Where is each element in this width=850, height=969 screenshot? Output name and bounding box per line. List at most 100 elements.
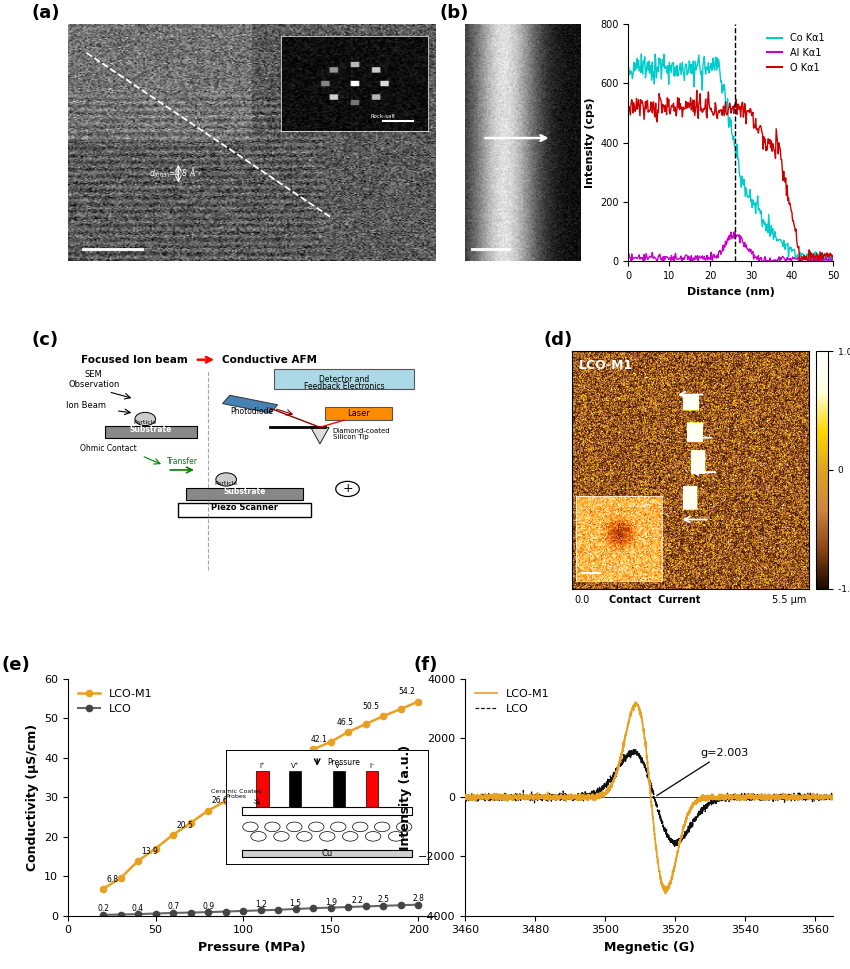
Bar	[178, 503, 311, 517]
Text: Detector and: Detector and	[319, 375, 369, 384]
Text: 6.8: 6.8	[106, 875, 118, 884]
LCO-M1	[98, 883, 108, 894]
LCO	[150, 908, 161, 920]
LCO-M1	[617, 747, 627, 759]
LCO	[168, 907, 178, 919]
LCO	[828, 788, 838, 799]
LCO	[220, 906, 230, 918]
LCO-M1	[601, 787, 611, 798]
LCO-M1	[343, 726, 354, 737]
Text: 5.5 μm: 5.5 μm	[772, 595, 807, 605]
Text: 0.9: 0.9	[202, 901, 214, 911]
LCO	[116, 909, 126, 921]
Line: LCO-M1: LCO-M1	[100, 699, 422, 891]
Text: (e): (e)	[2, 656, 31, 673]
Text: 0.4: 0.4	[132, 903, 144, 913]
Text: (d): (d)	[543, 331, 572, 349]
Bar	[185, 487, 303, 500]
LCO-M1	[781, 794, 791, 805]
LCO	[203, 906, 213, 918]
Circle shape	[135, 413, 156, 425]
LCO-M1	[291, 754, 301, 766]
Text: SEM: SEM	[85, 370, 103, 380]
X-axis label: Megnetic (G): Megnetic (G)	[604, 941, 694, 954]
Y-axis label: Intensity (cps): Intensity (cps)	[585, 98, 594, 188]
LCO-M1	[360, 718, 371, 730]
Text: Contact  Current: Contact Current	[609, 595, 700, 605]
Text: $d_{(003)}$=4.8 Å: $d_{(003)}$=4.8 Å	[149, 166, 196, 181]
LCO-M1	[631, 697, 641, 708]
LCO	[378, 900, 388, 912]
Bar	[105, 426, 196, 438]
Text: Silicon Tip: Silicon Tip	[333, 434, 368, 440]
LCO	[821, 793, 831, 804]
Bar	[274, 369, 414, 390]
LCO-M1	[256, 771, 266, 783]
Text: Piezo Scanner: Piezo Scanner	[211, 503, 278, 513]
Text: 0.2: 0.2	[97, 904, 109, 914]
LCO-M1	[828, 792, 838, 803]
LCO-M1	[133, 855, 143, 866]
LCO	[781, 793, 791, 804]
LCO-M1	[203, 805, 213, 817]
Text: 1.9: 1.9	[325, 897, 337, 907]
LCO	[343, 901, 354, 913]
LCO	[326, 902, 336, 914]
Text: 2.5: 2.5	[377, 895, 389, 904]
Text: (c): (c)	[31, 331, 59, 349]
Text: 37.3: 37.3	[275, 754, 292, 764]
Text: Observation: Observation	[68, 380, 120, 389]
Bar	[326, 407, 392, 421]
LCO-M1	[502, 790, 513, 801]
LCO	[617, 758, 627, 769]
X-axis label: Pressure (MPa): Pressure (MPa)	[198, 941, 306, 954]
Text: Conductive AFM: Conductive AFM	[223, 355, 317, 364]
Text: +: +	[343, 483, 353, 495]
Text: 20.5: 20.5	[177, 821, 194, 829]
Text: Ohmic Contact: Ohmic Contact	[80, 444, 137, 453]
Legend: Co Kα1, Al Kα1, O Kα1: Co Kα1, Al Kα1, O Kα1	[763, 29, 828, 77]
Text: Photodiode: Photodiode	[230, 407, 273, 417]
LCO-M1	[116, 872, 126, 884]
LCO-M1	[413, 696, 423, 707]
Text: (a): (a)	[31, 4, 60, 22]
LCO-M1	[150, 843, 161, 855]
Legend: LCO-M1, LCO: LCO-M1, LCO	[74, 684, 157, 719]
LCO	[185, 907, 196, 919]
Text: Substrate: Substrate	[129, 425, 172, 434]
Circle shape	[216, 473, 236, 486]
Text: Substrate: Substrate	[224, 486, 266, 496]
LCO	[98, 909, 108, 921]
LCO-M1	[220, 796, 230, 807]
Text: Focused Ion beam: Focused Ion beam	[81, 355, 188, 364]
Text: 26.6: 26.6	[212, 797, 229, 805]
Text: 13.9: 13.9	[142, 847, 158, 856]
Text: Feedback Electronics: Feedback Electronics	[303, 382, 384, 391]
LCO	[502, 791, 513, 802]
LCO-M1	[168, 828, 178, 840]
X-axis label: Distance (nm): Distance (nm)	[687, 287, 774, 297]
LCO	[133, 908, 143, 920]
LCO	[601, 777, 611, 789]
Legend: LCO-M1, LCO: LCO-M1, LCO	[471, 684, 554, 719]
Y-axis label: Conductivity (μS/cm): Conductivity (μS/cm)	[26, 724, 38, 871]
LCO	[670, 840, 680, 852]
Text: Ion Beam: Ion Beam	[66, 401, 106, 410]
LCO	[308, 902, 318, 914]
Text: 46.5: 46.5	[337, 718, 354, 727]
LCO-M1	[524, 791, 534, 802]
Text: (b): (b)	[440, 4, 469, 22]
LCO	[460, 790, 470, 801]
Text: 1.2: 1.2	[255, 900, 267, 910]
Polygon shape	[223, 395, 278, 413]
LCO	[524, 793, 534, 804]
LCO-M1	[326, 736, 336, 748]
Line: LCO: LCO	[465, 749, 833, 846]
Text: 0.0: 0.0	[574, 595, 589, 605]
LCO-M1	[460, 789, 470, 800]
Line: LCO-M1: LCO-M1	[465, 703, 833, 893]
LCO-M1	[660, 888, 671, 899]
Y-axis label: Intensity (a.u.): Intensity (a.u.)	[400, 744, 412, 850]
Text: Laser: Laser	[347, 409, 370, 418]
LCO	[628, 743, 638, 755]
